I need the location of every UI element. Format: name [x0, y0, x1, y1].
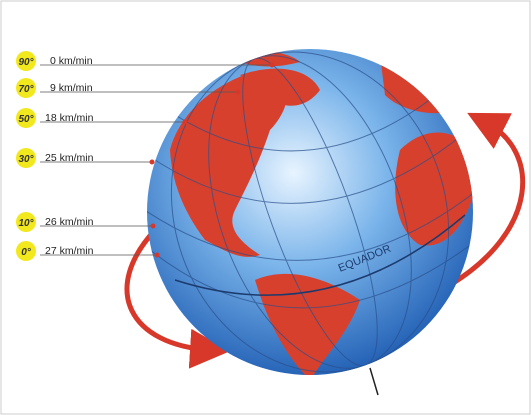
equator-line: [174, 214, 466, 296]
speed-label: 0 km/min: [50, 55, 93, 67]
leader-dot: [269, 62, 275, 68]
latitude-label: 30°: [18, 154, 34, 165]
speed-label: 18 km/min: [45, 112, 94, 124]
leader-dot: [182, 119, 188, 125]
leader-dot: [154, 252, 160, 258]
latitude-badge: [16, 108, 36, 128]
latitude-badge: [16, 212, 36, 232]
latitude-label: 10°: [18, 218, 34, 229]
speed-label: 9 km/min: [50, 82, 93, 94]
latitude-label: 70°: [18, 84, 34, 95]
rotation-arrow: [124, 228, 230, 369]
latitude-label: 0°: [21, 247, 32, 258]
latitude-badge: [16, 241, 36, 261]
latitude-badge: [16, 51, 36, 71]
axis-line: [369, 367, 379, 396]
latitude-badge: [16, 78, 36, 98]
speed-label: 26 km/min: [45, 216, 94, 228]
leader-dot: [149, 159, 155, 165]
speed-label: 25 km/min: [45, 152, 94, 164]
rotation-arrow: [448, 112, 526, 288]
latitude-label: 50°: [18, 114, 34, 125]
speed-label: 27 km/min: [45, 245, 94, 257]
leader-dot: [235, 89, 241, 95]
latitude-badge: [16, 148, 36, 168]
latitude-label: 90°: [18, 57, 34, 68]
grid: [147, 51, 473, 373]
leader-dot: [150, 223, 156, 229]
continents: [170, 49, 473, 375]
